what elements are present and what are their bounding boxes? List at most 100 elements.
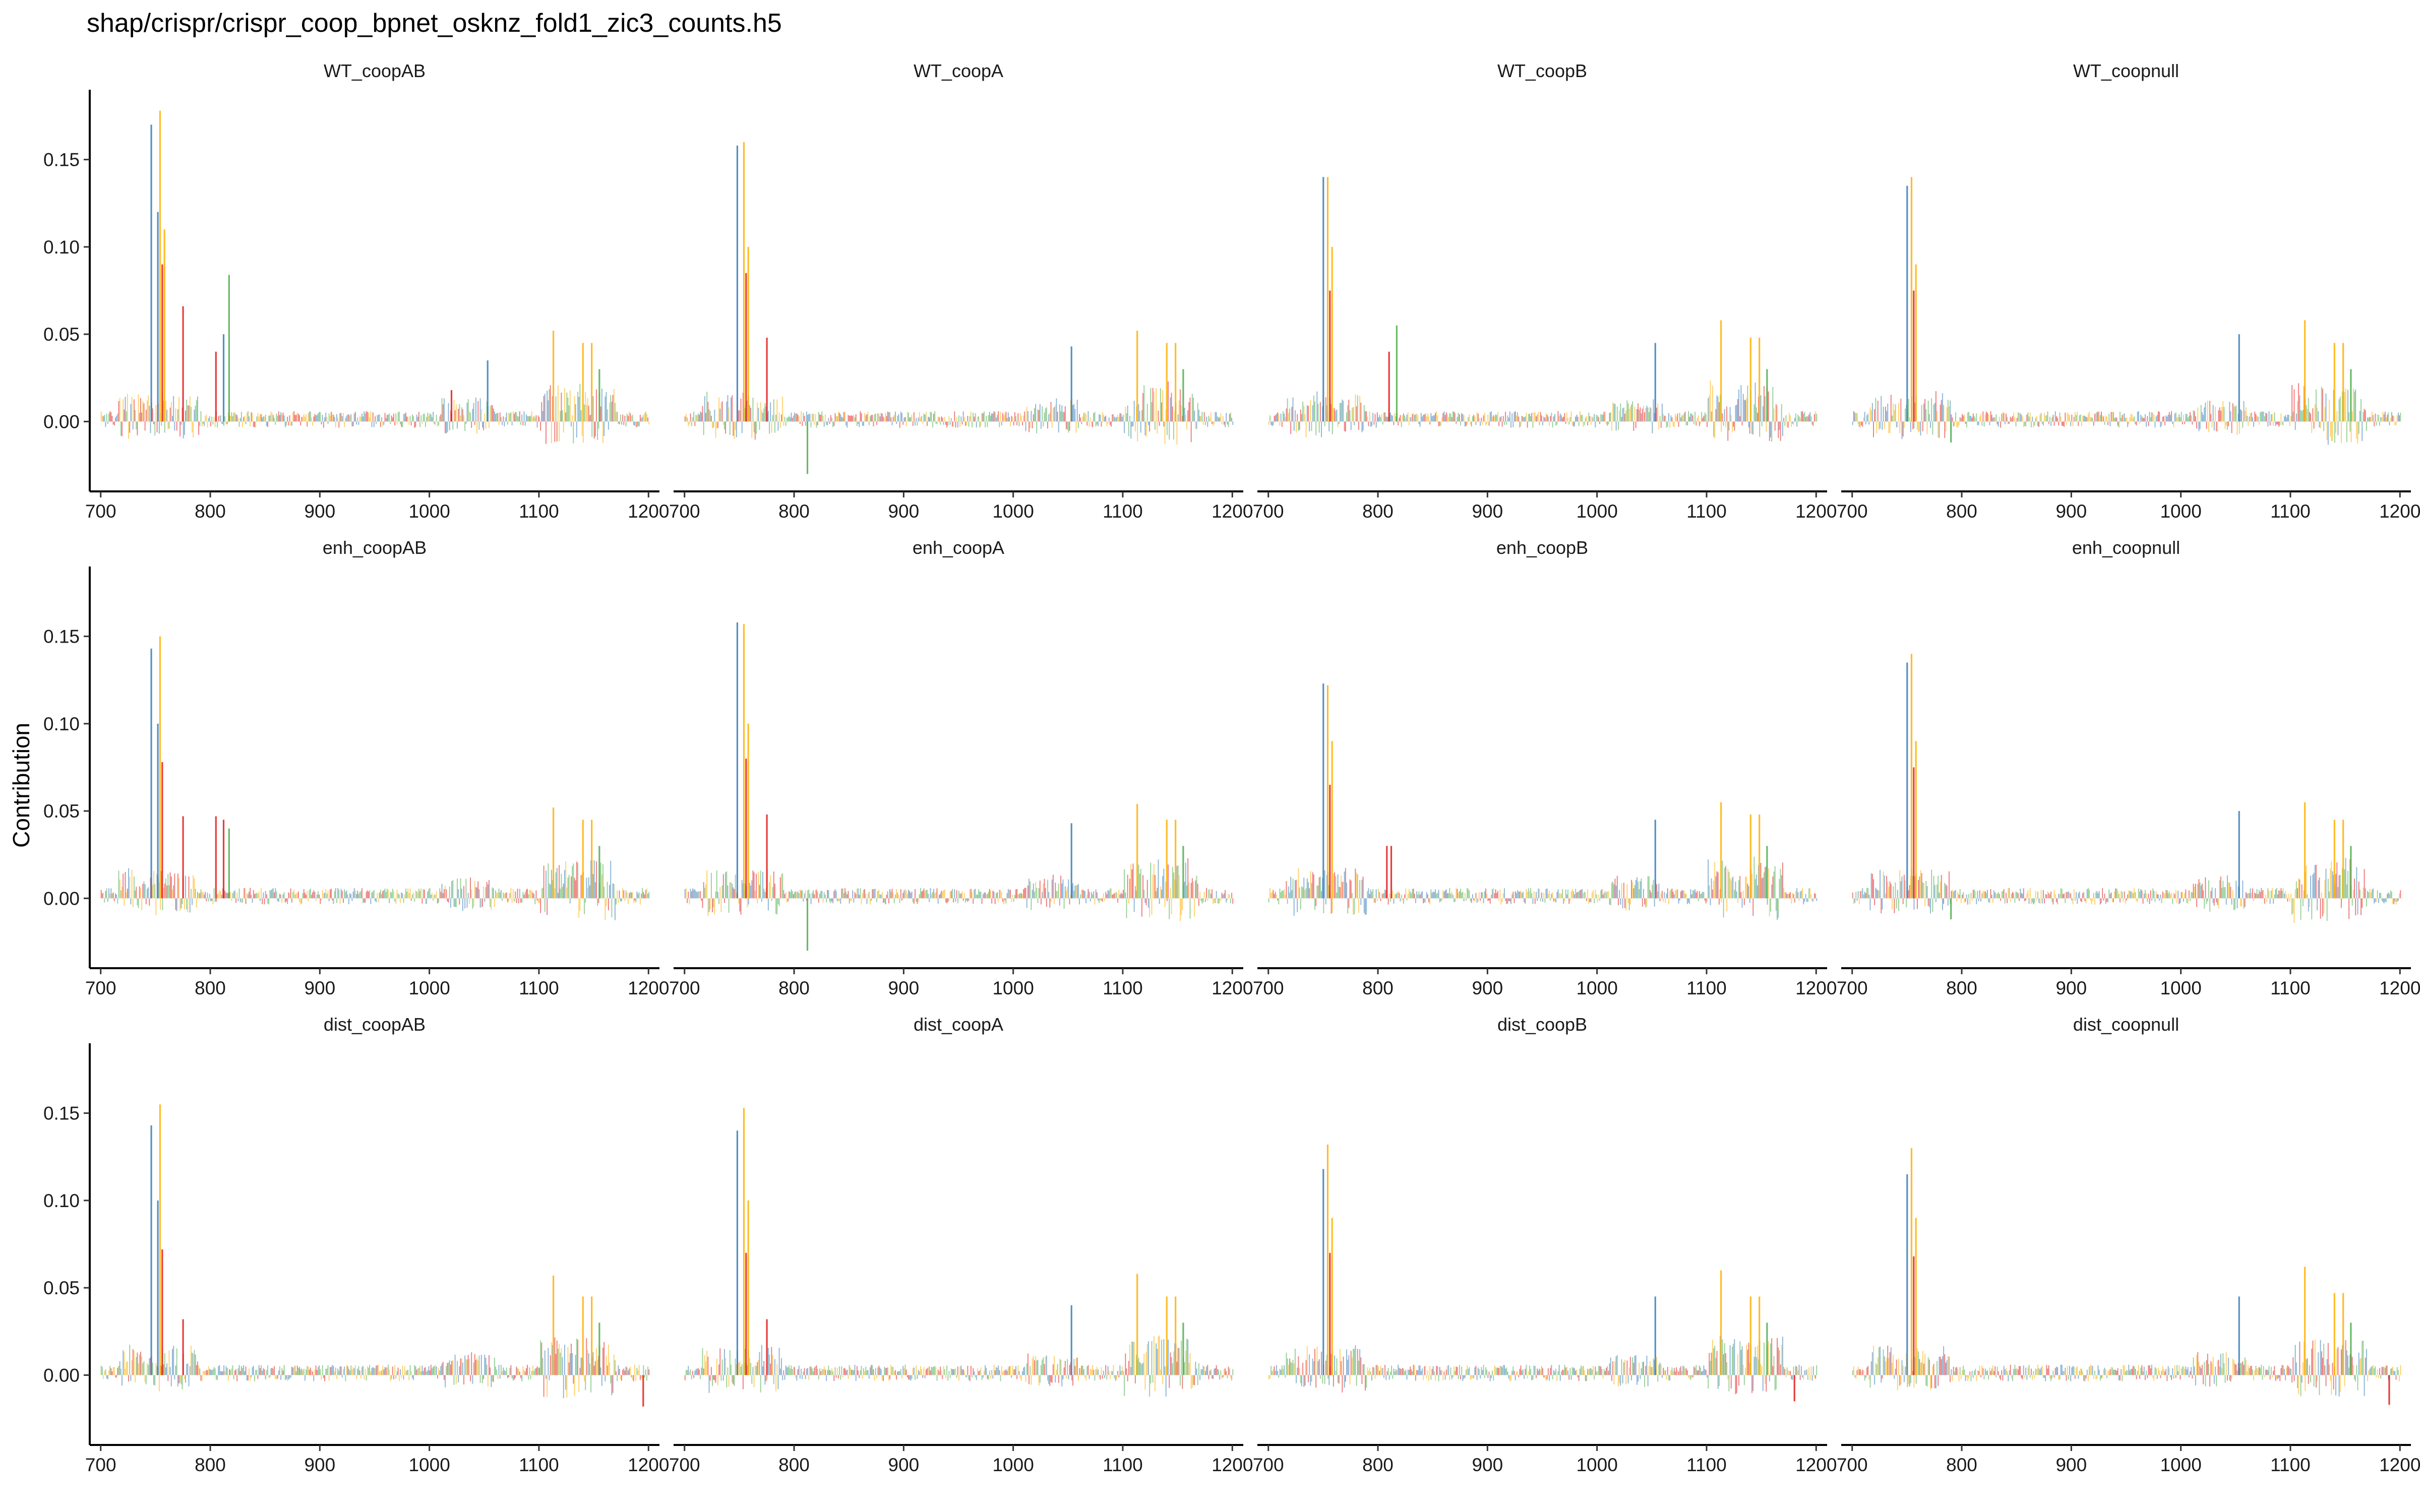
- noise-bar: [218, 416, 219, 422]
- noise-bar: [957, 898, 958, 904]
- noise-bar: [314, 414, 316, 422]
- noise-bar: [861, 1365, 862, 1375]
- noise-bar: [811, 413, 813, 422]
- noise-bar: [1109, 421, 1111, 425]
- noise-bar: [1407, 894, 1409, 899]
- noise-bar: [1686, 421, 1688, 426]
- noise-bar: [345, 1375, 346, 1381]
- noise-bar: [375, 898, 376, 901]
- noise-bar: [777, 421, 779, 431]
- noise-bar: [1902, 898, 1904, 904]
- noise-bar: [722, 421, 724, 425]
- noise-bar: [1334, 872, 1336, 899]
- noise-bar: [592, 874, 594, 899]
- noise-bar: [512, 411, 514, 422]
- noise-bar: [372, 412, 374, 422]
- noise-bar: [1433, 892, 1435, 899]
- noise-bar: [845, 1370, 847, 1375]
- noise-bar: [426, 1371, 428, 1375]
- noise-bar: [407, 888, 409, 899]
- noise-bar: [1028, 421, 1030, 432]
- noise-bar: [1204, 421, 1206, 425]
- noise-bar: [265, 891, 266, 899]
- noise-bar: [890, 417, 892, 422]
- noise-bar: [409, 416, 411, 422]
- noise-bar: [389, 1369, 390, 1375]
- noise-bar: [1546, 888, 1548, 899]
- noise-bar: [1172, 406, 1173, 422]
- x-tick-label: 1000: [1576, 501, 1617, 522]
- noise-bar: [1710, 380, 1711, 422]
- noise-bar: [1895, 404, 1896, 422]
- noise-bar: [1152, 874, 1154, 899]
- noise-bar: [1207, 898, 1208, 901]
- noise-bar: [1428, 416, 1429, 422]
- noise-bar: [581, 421, 583, 436]
- noise-bar: [2336, 411, 2338, 422]
- noise-bar: [118, 1365, 119, 1375]
- noise-bar: [1494, 416, 1495, 422]
- noise-bar: [841, 889, 842, 899]
- noise-bar: [297, 891, 299, 899]
- noise-bar: [648, 1369, 650, 1375]
- noise-bar: [1575, 416, 1577, 422]
- noise-bar: [728, 898, 730, 913]
- noise-bar: [1633, 421, 1635, 431]
- noise-bar: [1013, 421, 1014, 426]
- noise-bar: [776, 898, 778, 915]
- noise-bar: [2331, 421, 2332, 442]
- noise-bar: [1468, 889, 1469, 899]
- noise-bar: [2222, 880, 2224, 899]
- noise-bar: [127, 889, 128, 899]
- noise-bar: [196, 898, 197, 908]
- noise-bar: [243, 1365, 245, 1375]
- noise-bar: [404, 414, 405, 422]
- noise-bar: [611, 1375, 613, 1396]
- noise-bar: [1805, 417, 1806, 422]
- noise-bar: [1036, 888, 1038, 899]
- noise-bar: [1560, 893, 1562, 899]
- noise-bar: [350, 414, 352, 422]
- noise-bar: [936, 421, 938, 424]
- noise-bar: [2383, 898, 2385, 904]
- noise-bar: [1696, 892, 1697, 899]
- noise-bar: [1541, 892, 1542, 899]
- noise-bar: [1187, 410, 1189, 422]
- noise-bar: [2008, 888, 2009, 899]
- noise-bar: [638, 892, 640, 899]
- noise-bar: [1410, 417, 1411, 422]
- noise-bar: [814, 1367, 815, 1375]
- noise-bar: [1608, 891, 1609, 899]
- noise-bar: [281, 898, 283, 903]
- noise-bar: [1645, 408, 1647, 422]
- noise-bar: [1128, 421, 1129, 436]
- noise-bar: [529, 890, 530, 899]
- noise-bar: [236, 892, 238, 899]
- noise-bar: [1535, 416, 1537, 422]
- noise-bar: [1718, 898, 1720, 905]
- noise-bar: [2292, 411, 2294, 422]
- noise-bar: [2232, 890, 2233, 899]
- noise-bar: [480, 409, 482, 422]
- noise-bar: [498, 1365, 500, 1375]
- noise-bar: [2200, 885, 2202, 899]
- noise-bar: [1386, 417, 1388, 422]
- noise-bar: [264, 1369, 265, 1375]
- noise-bar: [340, 1366, 342, 1375]
- noise-bar: [1665, 898, 1666, 903]
- noise-bar: [277, 415, 278, 422]
- noise-bar: [816, 1365, 817, 1375]
- noise-bar: [1153, 864, 1155, 899]
- noise-bar: [2122, 892, 2123, 899]
- noise-bar: [835, 1375, 837, 1378]
- noise-bar: [1664, 415, 1665, 422]
- peak-bar: [1390, 846, 1393, 899]
- noise-bar: [607, 1365, 608, 1375]
- noise-bar: [171, 889, 173, 899]
- peak-bar: [642, 1375, 644, 1407]
- noise-bar: [2346, 421, 2347, 443]
- noise-bar: [369, 1365, 371, 1375]
- noise-bar: [637, 894, 639, 899]
- noise-bar: [2040, 413, 2042, 422]
